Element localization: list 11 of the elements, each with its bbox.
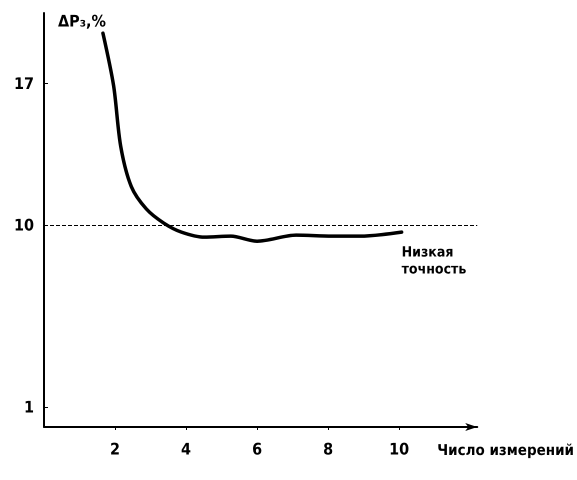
y-tick-label: 1 [24, 397, 34, 416]
x-tick-label: 10 [389, 440, 410, 458]
y-tick-label: 10 [14, 216, 34, 235]
x-axis-title: Число измерений [437, 441, 574, 459]
x-tick-label: 8 [323, 440, 334, 458]
y-axis-title: ΔP₃,% [58, 12, 106, 30]
y-tick-label: 17 [14, 74, 34, 94]
series-label: Низкая точность [402, 244, 466, 278]
x-tick-label: 4 [181, 440, 192, 458]
x-tick-label: 6 [252, 440, 262, 458]
x-tick-label: 2 [110, 440, 120, 458]
